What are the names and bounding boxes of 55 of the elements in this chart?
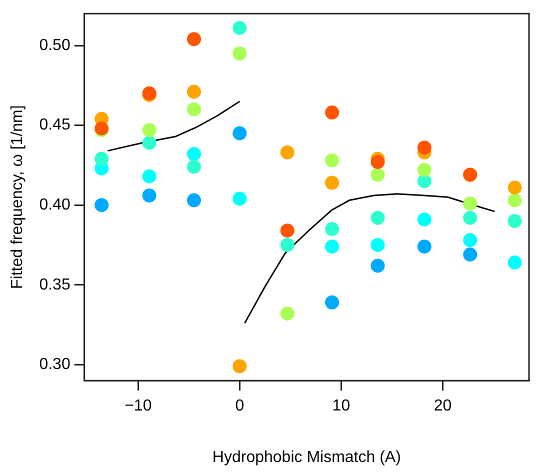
point xyxy=(325,240,340,254)
point xyxy=(370,154,385,169)
point xyxy=(463,196,478,210)
point xyxy=(280,238,294,252)
point xyxy=(232,359,247,374)
point xyxy=(325,222,340,236)
point xyxy=(325,106,340,120)
point xyxy=(280,145,294,160)
point xyxy=(370,210,385,225)
point xyxy=(370,168,385,182)
y-tick-label: 0.30 xyxy=(39,356,70,374)
point xyxy=(325,295,340,310)
point xyxy=(280,224,294,238)
point xyxy=(417,240,432,254)
point xyxy=(463,210,478,225)
point xyxy=(142,136,156,150)
point xyxy=(186,32,201,46)
point xyxy=(370,258,385,273)
point xyxy=(508,180,522,195)
x-tick-label: 10 xyxy=(332,398,350,415)
y-tick-label: 0.35 xyxy=(39,276,70,294)
point xyxy=(417,162,432,177)
point xyxy=(142,188,156,203)
point xyxy=(186,147,201,162)
point xyxy=(186,193,201,208)
point xyxy=(463,248,478,262)
point xyxy=(370,238,385,252)
point xyxy=(280,306,294,321)
point xyxy=(232,192,247,206)
point xyxy=(417,212,432,226)
point xyxy=(508,193,522,208)
x-tick-label: 0 xyxy=(235,398,244,415)
point xyxy=(186,160,201,174)
point xyxy=(94,152,109,166)
point xyxy=(232,46,247,60)
point xyxy=(232,126,247,140)
point xyxy=(142,123,156,138)
point xyxy=(186,84,201,99)
point xyxy=(186,102,201,116)
point xyxy=(142,169,156,184)
x-axis-title: Hydrophobic Mismatch (A) xyxy=(212,448,401,466)
point xyxy=(463,233,478,248)
point xyxy=(417,140,432,155)
x-tick-label: −10 xyxy=(124,398,152,415)
x-tick-label: 20 xyxy=(434,398,452,415)
y-tick-label: 0.50 xyxy=(39,36,70,54)
point xyxy=(508,256,522,270)
point xyxy=(232,20,247,35)
point xyxy=(508,214,522,228)
point xyxy=(94,198,109,212)
point xyxy=(325,176,340,190)
point xyxy=(325,153,340,168)
y-tick-label: 0.45 xyxy=(39,116,70,134)
y-axis-title: Fitted frequency, ω [1/nm] xyxy=(9,105,26,290)
y-tick-label: 0.40 xyxy=(39,196,70,214)
